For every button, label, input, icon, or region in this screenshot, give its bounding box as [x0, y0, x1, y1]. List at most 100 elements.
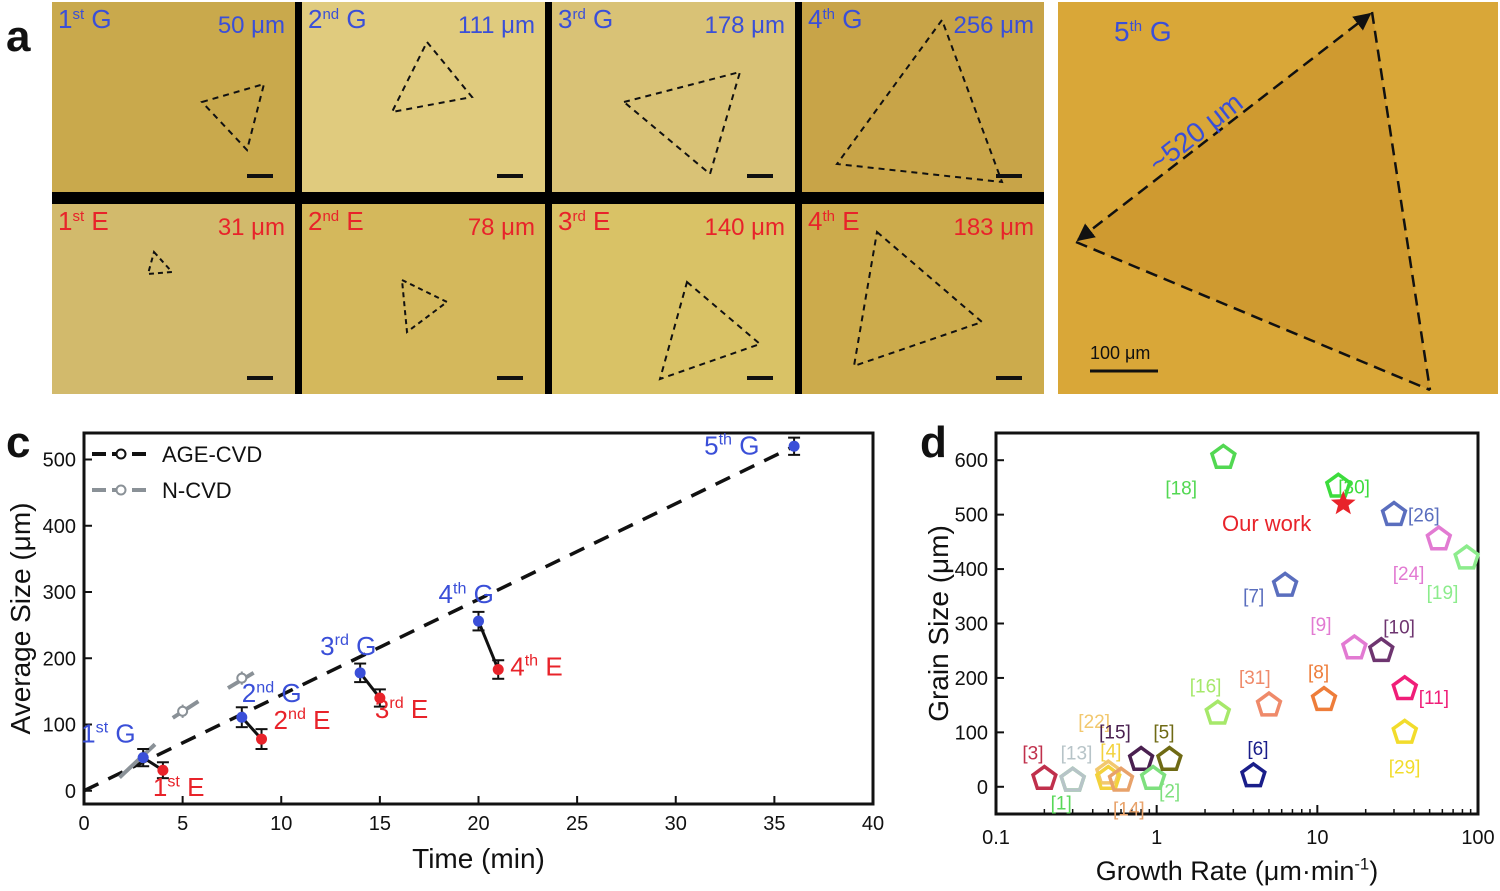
scale-bar — [996, 174, 1022, 178]
y-tick-label: 0 — [65, 781, 76, 803]
y-tick-label: 600 — [955, 450, 988, 472]
age-point — [236, 711, 248, 723]
ncvd-point — [236, 672, 248, 684]
marker-22 — [1094, 759, 1122, 785]
ref-label-10: [10] — [1383, 618, 1415, 639]
micrograph-1st-g: 1st G 50 μm — [52, 2, 295, 192]
annotation-4th-e: 4th E — [510, 652, 562, 682]
ref-label-3: [3] — [1022, 744, 1043, 765]
ref-label-13: [13] — [1061, 743, 1093, 764]
x-axis-label: Time (min) — [412, 843, 545, 874]
marker-11 — [1391, 674, 1419, 701]
micrograph-2nd-e: 2nd E 78 μm — [302, 204, 545, 394]
micrograph-5th-g: ~520 μm 100 μm 5th G — [1058, 2, 1498, 394]
size-4th-e: 183 μm — [953, 214, 1034, 241]
x-tick-label: 20 — [467, 813, 489, 835]
marker-24 — [1425, 524, 1453, 551]
scale-bar — [747, 376, 773, 380]
panel-label-c: c — [6, 418, 31, 467]
age-point — [788, 440, 800, 452]
grain-size-scatter: 0.1 1 10 100 0 100 200 300 400 500 600 Growth Rate … — [923, 431, 1495, 886]
micrograph-3rd-e: 3rd E 140 μm — [552, 204, 795, 394]
x-tick-label: 35 — [763, 813, 785, 835]
annotation-2nd-g: 2nd G — [242, 678, 302, 708]
ref-label-5: [5] — [1153, 723, 1174, 744]
ref-label-11: [11] — [1419, 688, 1449, 709]
size-1st-g: 50 μm — [217, 12, 285, 39]
scale-bar — [497, 376, 523, 380]
x-tick-label: 25 — [566, 813, 588, 835]
age-point — [256, 733, 268, 745]
label-3rd-e: 3rd E — [558, 206, 611, 236]
marker-15 — [1127, 745, 1155, 772]
marker-13 — [1059, 766, 1087, 792]
size-1st-e: 31 μm — [217, 214, 285, 241]
ref-label-1: [1] — [1051, 793, 1072, 814]
ref-label-22: [22] — [1078, 712, 1110, 733]
scale-bar — [747, 174, 773, 178]
micrograph-1st-e: 1st E 31 μm — [52, 204, 295, 394]
ref-label-7: [7] — [1243, 586, 1264, 607]
our-work-label: Our work — [1222, 511, 1312, 536]
marker-19 — [1453, 544, 1481, 570]
label-5th-g: 5th G — [1114, 16, 1172, 47]
ncvd-point — [177, 705, 189, 717]
big-triangle: ~520 μm 100 μm — [1075, 11, 1432, 392]
annotation-5th-g: 5th G — [704, 430, 759, 460]
x-tick-label: 0.1 — [982, 827, 1010, 849]
marker-3 — [1030, 764, 1058, 791]
annotation-3rd-g: 3rd G — [320, 631, 376, 661]
annotation-1st-g: 1st G — [81, 719, 135, 749]
annotation-2nd-e: 2nd E — [274, 705, 331, 735]
size-2nd-g: 111 μm — [458, 12, 535, 39]
age-point — [137, 752, 149, 764]
x-tick-label: 0 — [78, 813, 89, 835]
micrograph-2nd-g: 2nd G 111 μm — [302, 2, 545, 192]
marker-14 — [1107, 766, 1135, 792]
age-point — [354, 667, 366, 679]
y-tick-label: 300 — [43, 582, 76, 604]
scale-bar — [497, 174, 523, 178]
legend-label-age: AGE-CVD — [162, 442, 262, 467]
y-tick-label: 400 — [955, 559, 988, 581]
annotation-4th-g: 4th G — [439, 579, 494, 609]
scale-bar — [247, 376, 273, 380]
x-axis-label: Growth Rate (μm·min-1) — [1096, 855, 1379, 886]
ref-label-30: [30] — [1338, 477, 1370, 498]
ref-label-19: [19] — [1427, 583, 1459, 604]
size-4th-g: 256 μm — [953, 12, 1034, 39]
scale-bar — [247, 174, 273, 178]
x-tick-label: 40 — [862, 813, 884, 835]
ref-label-15: [15] — [1099, 723, 1131, 744]
label-2nd-g: 2nd G — [308, 4, 367, 34]
ref-label-29: [29] — [1389, 757, 1421, 778]
y-tick-label: 0 — [977, 777, 988, 799]
y-tick-label: 200 — [955, 668, 988, 690]
ref-label-4: [4] — [1100, 742, 1121, 763]
marker-4 — [1094, 764, 1122, 791]
legend-marker-ncvd — [115, 484, 127, 496]
y-tick-label: 300 — [955, 614, 988, 636]
micrograph-4th-e: 4th E 183 μm — [802, 204, 1044, 394]
panel-label-d: d — [920, 418, 947, 467]
x-tick-label: 1 — [1151, 827, 1162, 849]
y-axis-label: Grain Size (μm) — [923, 525, 954, 722]
marker-30 — [1324, 472, 1352, 498]
ref-label-18: [18] — [1165, 478, 1197, 499]
age-point — [492, 664, 504, 676]
marker-7 — [1271, 571, 1299, 597]
marker-31 — [1255, 690, 1283, 717]
label-4th-g: 4th G — [808, 4, 863, 34]
age-point — [473, 615, 484, 627]
our-work-star — [1330, 490, 1356, 515]
x-tick-label: 15 — [369, 813, 391, 835]
label-1st-e: 1st E — [58, 206, 109, 236]
ref-label-31: [31] — [1239, 668, 1271, 689]
legend-label-ncvd: N-CVD — [162, 478, 232, 503]
ref-label-6: [6] — [1247, 739, 1268, 760]
x-tick-label: 30 — [665, 813, 687, 835]
ref-label-24: [24] — [1393, 564, 1425, 585]
annotation-3rd-e: 3rd E — [375, 694, 428, 724]
age-segment — [477, 620, 500, 671]
